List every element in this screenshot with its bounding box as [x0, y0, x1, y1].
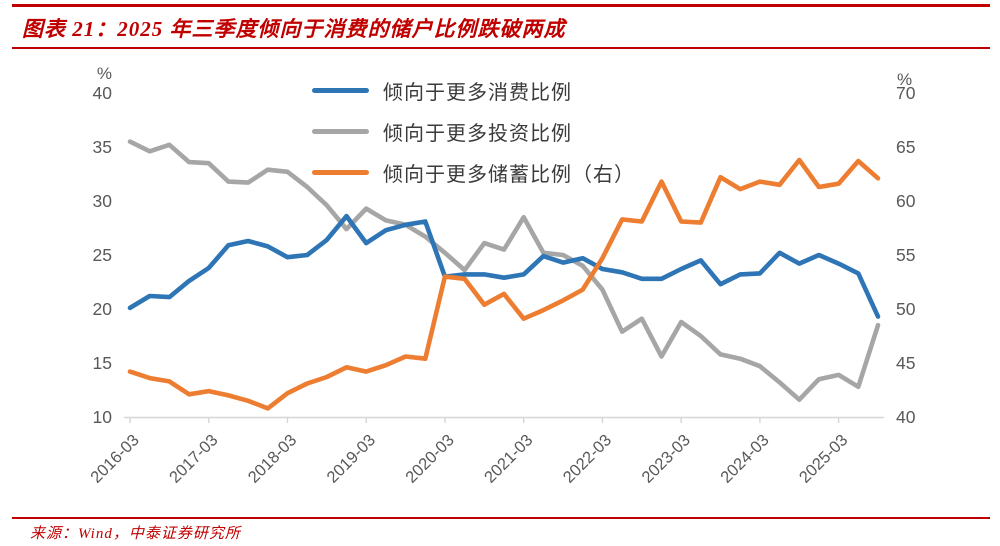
consumption-line: [127, 213, 881, 319]
figure-title: 图表 21：2025 年三季度倾向于消费的储户比例跌破两成: [22, 17, 566, 41]
right-axis-tick-label: 70: [896, 83, 916, 103]
right-axis-tick-label: 50: [896, 299, 916, 319]
left-axis-tick-label: 15: [93, 353, 112, 373]
right-axis-unit-label: %: [897, 70, 912, 89]
x-axis-tick-label: 2020-03: [402, 431, 458, 487]
legend-label-saving: 倾向于更多储蓄比例（右）: [383, 164, 635, 186]
left-axis-tick-label: 10: [93, 407, 113, 427]
x-axis-tick-label: 2022-03: [560, 431, 616, 487]
chart-legend: 倾向于更多消费比例 倾向于更多投资比例 倾向于更多储蓄比例（右）: [312, 70, 635, 193]
left-axis-tick-label: 25: [93, 245, 112, 265]
left-axis-tick-label: 35: [93, 137, 112, 157]
right-axis-tick-label: 45: [896, 353, 915, 373]
saving-line-swatch: [312, 170, 369, 175]
left-axis-tick-label: 30: [93, 191, 113, 211]
saving-line: [127, 157, 881, 411]
title-divider: [12, 47, 990, 49]
right-axis-tick-label: 40: [896, 407, 916, 427]
x-axis-tick-label: 2019-03: [323, 431, 379, 487]
consumption-line-swatch: [312, 88, 369, 93]
legend-item-investment: 倾向于更多投资比例: [312, 111, 635, 152]
legend-label-consumption: 倾向于更多消费比例: [383, 82, 572, 104]
left-axis-unit-label: %: [97, 64, 112, 83]
source-note: 来源：Wind，中泰证券研究所: [30, 526, 241, 542]
footer-divider: [12, 517, 990, 519]
x-axis-tick-label: 2021-03: [481, 431, 537, 487]
investment-line: [127, 139, 881, 403]
x-axis-tick-label: 2017-03: [166, 431, 222, 487]
x-axis-tick-label: 2018-03: [245, 431, 301, 487]
x-axis-tick-label: 2025-03: [796, 431, 852, 487]
right-axis-tick-label: 55: [896, 245, 915, 265]
right-axis-tick-label: 65: [896, 137, 915, 157]
x-axis-tick-label: 2024-03: [717, 431, 773, 487]
left-axis-tick-label: 40: [93, 83, 113, 103]
legend-label-investment: 倾向于更多投资比例: [383, 123, 572, 145]
investment-line-swatch: [312, 129, 369, 134]
top-divider: [12, 4, 990, 7]
left-axis-tick-label: 20: [93, 299, 113, 319]
legend-item-consumption: 倾向于更多消费比例: [312, 70, 635, 111]
x-axis-tick-label: 2016-03: [87, 431, 143, 487]
legend-item-saving: 倾向于更多储蓄比例（右）: [312, 152, 635, 193]
x-axis-tick-label: 2023-03: [638, 431, 694, 487]
right-axis-tick-label: 60: [896, 191, 916, 211]
